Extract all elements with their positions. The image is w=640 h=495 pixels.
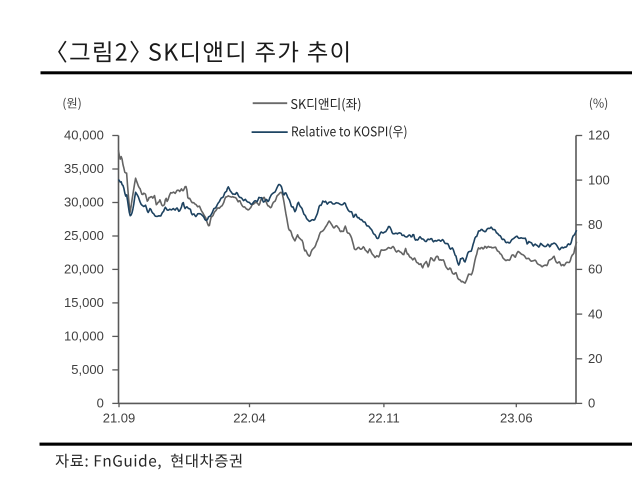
svg-text:40,000: 40,000 bbox=[64, 128, 104, 143]
svg-text:30,000: 30,000 bbox=[64, 195, 104, 210]
svg-text:80: 80 bbox=[588, 217, 602, 232]
svg-text:23.06: 23.06 bbox=[500, 410, 533, 425]
svg-text:10,000: 10,000 bbox=[64, 329, 104, 344]
svg-text:40: 40 bbox=[588, 306, 602, 321]
svg-text:100: 100 bbox=[588, 172, 610, 187]
svg-text:22.11: 22.11 bbox=[368, 410, 400, 425]
svg-text:60: 60 bbox=[588, 262, 602, 277]
svg-text:0: 0 bbox=[97, 396, 104, 411]
svg-text:25,000: 25,000 bbox=[64, 228, 104, 243]
svg-text:20: 20 bbox=[588, 351, 602, 366]
svg-text:5,000: 5,000 bbox=[71, 362, 104, 377]
svg-text:0: 0 bbox=[588, 396, 595, 411]
svg-text:20,000: 20,000 bbox=[64, 262, 104, 277]
svg-text:35,000: 35,000 bbox=[64, 161, 104, 176]
svg-text:120: 120 bbox=[588, 128, 610, 143]
svg-text:22.04: 22.04 bbox=[233, 410, 266, 425]
svg-text:15,000: 15,000 bbox=[64, 295, 104, 310]
svg-text:21.09: 21.09 bbox=[103, 410, 136, 425]
